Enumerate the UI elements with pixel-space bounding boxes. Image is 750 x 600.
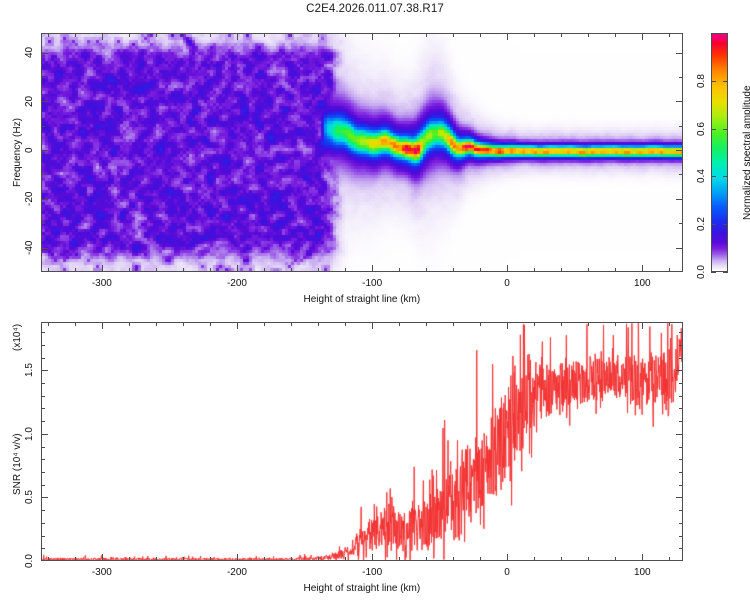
x-tick-label: -300: [91, 278, 112, 289]
colorbar-tick-label: 0.4: [696, 169, 707, 184]
figure-title: C2E4.2026.011.07.38.R17: [306, 3, 444, 15]
x-tick-label: 100: [633, 567, 651, 578]
y-tick-label: 40: [24, 46, 35, 58]
y-tick-label: 1.0: [24, 426, 35, 441]
y-tick-label: 0.0: [24, 554, 35, 568]
snr-y-exponent-label: (x10⁴): [12, 323, 23, 351]
x-tick-label: 100: [633, 278, 651, 289]
colorbar-label: Normalized spectral amplitude: [742, 85, 750, 220]
colorbar-tick-label: 0.0: [696, 265, 707, 279]
spectrogram-image: [42, 34, 682, 271]
y-tick-label: 1.5: [24, 363, 35, 378]
spectrogram-y-axis-label: Frequency (Hz): [12, 118, 23, 187]
colorbar-tick-label: 0.2: [696, 217, 707, 232]
snr-x-axis-label: Height of straight line (km): [303, 583, 421, 594]
y-tick-label: 0.5: [24, 490, 35, 505]
y-tick-label: 20: [24, 95, 35, 107]
snr-y-axis-label: SNR (10⁴ v/v): [12, 432, 23, 495]
x-tick-label: -200: [226, 567, 247, 578]
x-tick-label: 0: [504, 278, 510, 289]
spectrogram-x-axis-label: Height of straight line (km): [303, 294, 421, 305]
snr-panel: [41, 322, 683, 561]
colorbar-tick-label: 0.8: [696, 73, 707, 88]
x-tick-label: 0: [504, 567, 510, 578]
x-tick-label: -100: [362, 567, 383, 578]
colorbar-tick-label: 0.6: [696, 121, 707, 136]
y-tick-label: -40: [24, 240, 35, 255]
snr-trace: [42, 323, 682, 560]
y-tick-label: 0: [24, 147, 35, 154]
colorbar-gradient: [712, 34, 727, 271]
x-tick-label: -300: [91, 567, 112, 578]
x-tick-label: -200: [226, 278, 247, 289]
spectrogram-panel: [41, 33, 683, 272]
colorbar: [711, 33, 728, 272]
x-tick-label: -100: [362, 278, 383, 289]
y-tick-label: -20: [24, 191, 35, 206]
